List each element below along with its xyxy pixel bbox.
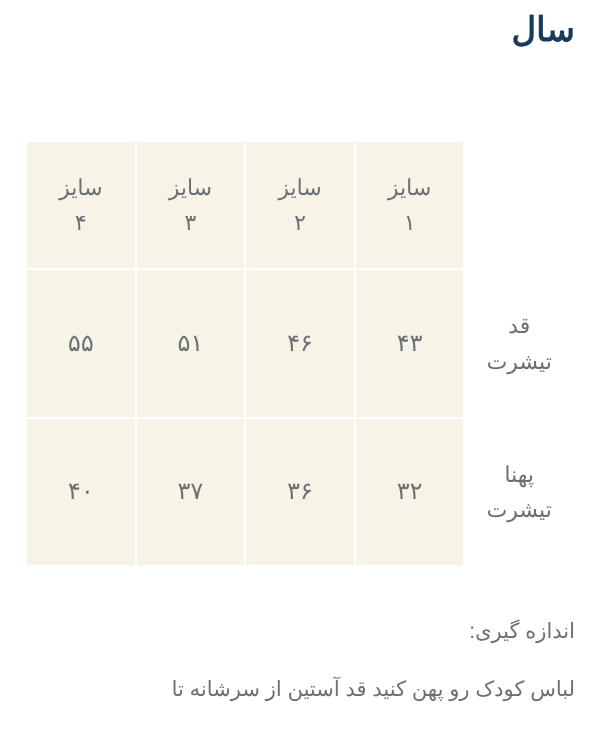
col-header-1-line1: سایز <box>388 175 431 200</box>
table-row: قد تیشرت ۴۳ ۴۶ ۵۱ ۵۵ <box>26 269 574 417</box>
row-label-1-line2: تیشرت <box>487 349 552 374</box>
cell-r1-c3: ۵۱ <box>136 269 246 417</box>
cell-r2-c1: ۳۲ <box>355 418 465 566</box>
size-table: سایز ۱ سایز ۲ سایز ۳ سایز ۴ قد تیشرت ۴۳ <box>25 140 575 567</box>
col-header-2-line2: ۲ <box>294 210 306 235</box>
page-title: سال <box>25 10 575 50</box>
cell-r1-c2: ۴۶ <box>245 269 355 417</box>
col-header-1: سایز ۱ <box>355 141 465 269</box>
cell-r1-c1: ۴۳ <box>355 269 465 417</box>
cell-r2-c4: ۴۰ <box>26 418 136 566</box>
row-label-2: پهنا تیشرت <box>464 418 574 566</box>
cell-r1-c4: ۵۵ <box>26 269 136 417</box>
col-header-2: سایز ۲ <box>245 141 355 269</box>
cell-r2-c3: ۳۷ <box>136 418 246 566</box>
col-header-4-line1: سایز <box>59 175 102 200</box>
col-header-1-line2: ۱ <box>404 210 416 235</box>
row-label-1: قد تیشرت <box>464 269 574 417</box>
col-header-4: سایز ۴ <box>26 141 136 269</box>
col-header-3: سایز ۳ <box>136 141 246 269</box>
table-row: پهنا تیشرت ۳۲ ۳۶ ۳۷ ۴۰ <box>26 418 574 566</box>
row-label-2-line1: پهنا <box>504 462 534 487</box>
col-header-3-line1: سایز <box>169 175 212 200</box>
row-label-1-line1: قد <box>508 313 530 338</box>
col-header-3-line2: ۳ <box>185 210 197 235</box>
row-label-2-line2: تیشرت <box>487 497 552 522</box>
note-line-2: لباس کودک رو پهن کنید قد آستین از سرشانه… <box>25 670 575 710</box>
table-corner <box>464 141 574 269</box>
col-header-4-line2: ۴ <box>75 210 87 235</box>
note-line-1: اندازه گیری: <box>25 612 575 652</box>
col-header-2-line1: سایز <box>278 175 321 200</box>
cell-r2-c2: ۳۶ <box>245 418 355 566</box>
notes: اندازه گیری: لباس کودک رو پهن کنید قد آس… <box>25 612 575 710</box>
